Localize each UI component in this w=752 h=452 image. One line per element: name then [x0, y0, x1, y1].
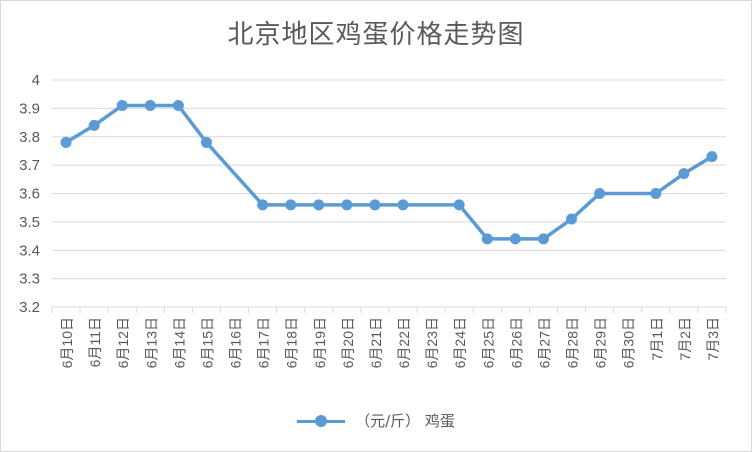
x-tick-label: 6月30日: [621, 317, 637, 368]
data-point: [453, 199, 465, 211]
x-tick-label: 6月16日: [228, 317, 244, 368]
y-tick-label: 4: [32, 72, 40, 89]
x-tick-label: 6月20日: [340, 317, 356, 368]
x-tick-label: 6月24日: [452, 317, 468, 368]
data-point: [706, 151, 718, 163]
data-point: [172, 100, 184, 112]
y-tick-label: 3.9: [19, 100, 40, 117]
x-tick-label: 6月22日: [396, 317, 412, 368]
data-point: [285, 199, 297, 211]
y-tick-label: 3.5: [19, 214, 40, 231]
data-point: [313, 199, 325, 211]
x-tick-label: 6月17日: [256, 317, 272, 368]
legend-swatch: [297, 414, 346, 428]
data-point: [537, 233, 549, 245]
data-point: [650, 188, 662, 199]
series-line: [65, 103, 713, 241]
data-point: [116, 100, 128, 112]
data-point: [481, 233, 493, 245]
x-tick-label: 7月3日: [705, 317, 721, 361]
x-tick-label: 6月26日: [508, 317, 524, 368]
data-point: [678, 168, 690, 180]
x-tick-label: 6月18日: [284, 317, 300, 368]
data-point: [509, 233, 521, 245]
x-tick-label: 6月10日: [59, 317, 75, 368]
x-tick-label: 6月15日: [199, 317, 215, 368]
y-tick-label: 3.4: [19, 242, 40, 259]
data-point: [144, 100, 156, 112]
data-point: [566, 213, 578, 225]
x-tick-label: 6月27日: [536, 317, 552, 368]
x-tick-label: 6月29日: [593, 317, 609, 368]
data-point: [257, 199, 269, 211]
y-tick-label: 3.2: [19, 299, 40, 316]
x-tick-label: 7月2日: [677, 317, 693, 361]
legend: （元/斤） 鸡蛋: [0, 410, 752, 431]
x-tick-label: 6月12日: [115, 317, 131, 368]
x-tick-label: 6月28日: [565, 317, 581, 368]
x-tick-label: 6月19日: [312, 317, 328, 368]
x-tick-label: 6月14日: [171, 317, 187, 368]
x-tick-label: 6月21日: [368, 317, 384, 368]
x-tick-label: 6月11日: [87, 317, 103, 367]
data-point: [200, 136, 212, 148]
y-tick-label: 3.3: [19, 271, 40, 288]
y-tick-label: 3.7: [19, 157, 40, 174]
data-point: [341, 199, 353, 211]
data-point: [369, 199, 381, 211]
legend-label: （元/斤） 鸡蛋: [355, 412, 455, 430]
y-tick-label: 3.8: [19, 129, 40, 146]
chart-title: 北京地区鸡蛋价格走势图: [227, 20, 525, 50]
data-point: [594, 188, 606, 199]
data-point: [88, 119, 100, 131]
x-tick-label: 6月13日: [143, 317, 159, 368]
x-tick-label: 7月1日: [649, 317, 665, 361]
x-tick-label: 6月25日: [480, 317, 496, 368]
data-point: [397, 199, 409, 211]
y-tick-label: 3.6: [19, 186, 40, 203]
x-tick-label: 6月23日: [424, 317, 440, 368]
data-point: [60, 136, 72, 148]
